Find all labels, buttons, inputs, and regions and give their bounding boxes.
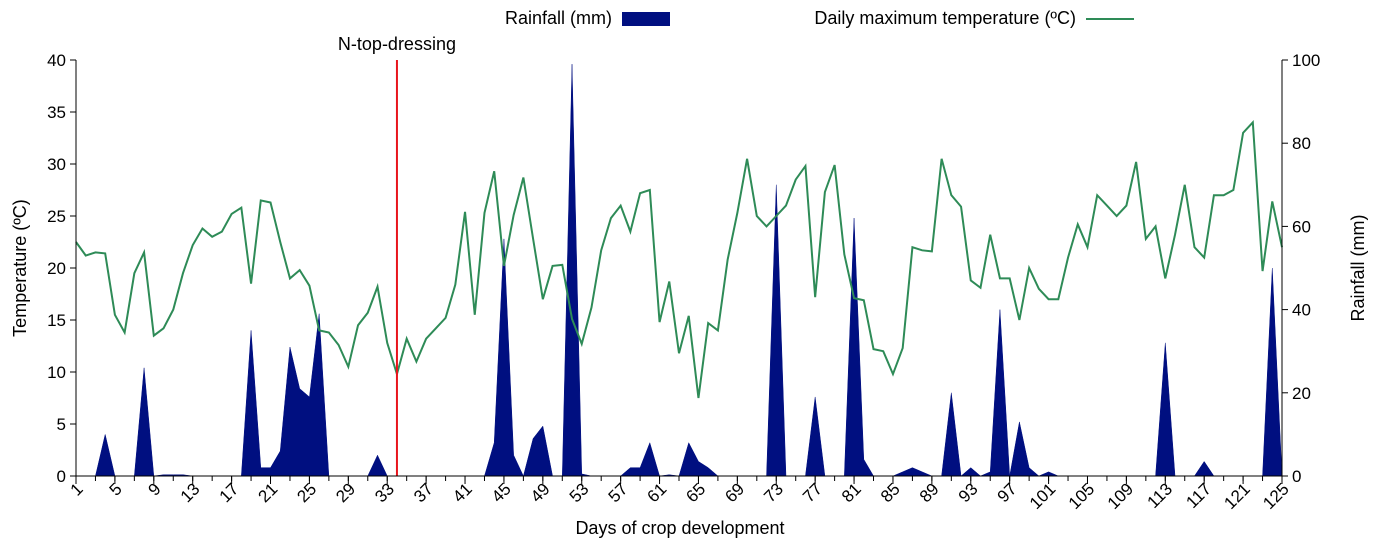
y-ticks-right: 0 20 40 60 80 100	[1282, 51, 1320, 486]
x-tick-label: 97	[994, 479, 1021, 506]
x-tick-label: 33	[371, 479, 398, 506]
y-tick-label-right: 40	[1292, 301, 1311, 320]
annotation-layer: N-top-dressing	[338, 34, 456, 476]
x-tick-label: 109	[1104, 479, 1137, 512]
x-tick-label: 105	[1065, 479, 1098, 512]
x-tick-label: 25	[293, 479, 320, 506]
n-top-dressing-label: N-top-dressing	[338, 34, 456, 54]
y-tick-label-left: 35	[47, 103, 66, 122]
y-tick-label-left: 15	[47, 311, 66, 330]
x-tick-label: 57	[605, 479, 632, 506]
x-axis-title: Days of crop development	[575, 518, 784, 538]
x-tick-label: 121	[1220, 479, 1253, 512]
x-tick-label: 89	[916, 479, 943, 506]
temperature-line	[75, 120, 1283, 399]
x-tick-label: 17	[216, 479, 243, 506]
x-tick-label: 53	[566, 479, 593, 506]
y-axis-title-right: Rainfall (mm)	[1348, 214, 1368, 321]
x-tick-label: 13	[177, 479, 204, 506]
x-tick-label: 21	[255, 479, 282, 506]
temperature-line-layer	[75, 120, 1283, 399]
y-tick-label-right: 60	[1292, 217, 1311, 236]
y-tick-label-left: 20	[47, 259, 66, 278]
y-tick-label-right: 0	[1292, 467, 1301, 486]
y-tick-label-right: 80	[1292, 134, 1311, 153]
y-tick-label-left: 25	[47, 207, 66, 226]
x-tick-label: 41	[449, 479, 476, 506]
x-tick-label: 29	[332, 479, 359, 506]
legend-swatch-rainfall	[622, 12, 670, 26]
y-tick-label-left: 40	[47, 51, 66, 70]
x-tick-label: 65	[682, 479, 709, 506]
x-tick-label: 5	[106, 479, 126, 499]
y-ticks-left: 0 5 10 15 20 25 30 35 40	[47, 51, 76, 486]
y-axis-title-left: Temperature (ºC)	[10, 199, 30, 337]
x-tick-label: 69	[721, 479, 748, 506]
x-tick-label: 85	[877, 479, 904, 506]
x-tick-label: 45	[488, 479, 515, 506]
x-tick-label: 81	[838, 479, 865, 506]
x-tick-label: 9	[145, 479, 165, 499]
y-tick-label-left: 0	[57, 467, 66, 486]
x-tick-label: 101	[1026, 479, 1059, 512]
x-tick-label: 49	[527, 479, 554, 506]
legend-label-temperature: Daily maximum temperature (ºC)	[814, 8, 1076, 28]
x-tick-label: 113	[1144, 479, 1177, 512]
x-ticks: 1 5 9 13 17 21 25 29 33 37 41 45 49 53 57 61 65 69 73 77 81 8…	[67, 476, 1293, 513]
y-tick-label-left: 5	[57, 415, 66, 434]
x-tick-label: 93	[955, 479, 982, 506]
x-tick-label: 77	[799, 479, 826, 506]
rainfall-area-layer	[76, 64, 1283, 477]
x-tick-label: 117	[1182, 479, 1215, 512]
x-tick-label: 73	[760, 479, 787, 506]
x-tick-label: 1	[67, 479, 87, 499]
y-tick-label-right: 20	[1292, 384, 1311, 403]
y-tick-label-left: 30	[47, 155, 66, 174]
legend-label-rainfall: Rainfall (mm)	[505, 8, 612, 28]
x-tick-label: 61	[644, 479, 671, 506]
x-tick-label: 37	[410, 479, 437, 506]
legend: Rainfall (mm) Daily maximum temperature …	[505, 8, 1134, 28]
y-tick-label-left: 10	[47, 363, 66, 382]
y-tick-label-right: 100	[1292, 51, 1320, 70]
x-tick-label: 125	[1259, 479, 1292, 512]
rainfall-area	[76, 64, 1283, 477]
